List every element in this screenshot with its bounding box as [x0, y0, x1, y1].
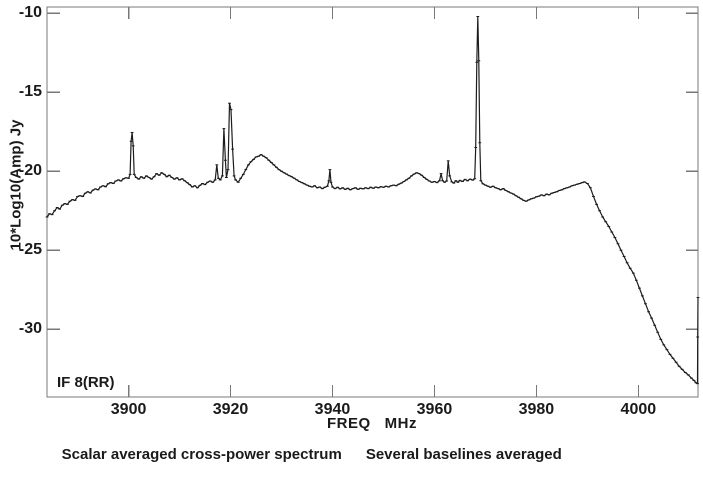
x-tick-label: 3920 — [212, 401, 249, 418]
y-axis-title: 10*Log10(Amp) Jy — [7, 119, 25, 251]
x-tick-label: 3940 — [314, 401, 351, 418]
y-tick-label: -30 — [18, 320, 42, 338]
x-tick-label: 4000 — [620, 401, 657, 418]
x-tick-label: 3980 — [518, 401, 555, 418]
spectrum-trace — [46, 15, 699, 385]
plot-canvas — [45, 6, 700, 398]
y-tick-label: -25 — [18, 241, 42, 259]
if-polarization-annotation: IF 8(RR) — [57, 374, 115, 391]
caption-spectrum-type: Scalar averaged cross-power spectrum — [61, 446, 342, 463]
figure-caption: Scalar averaged cross-power spectrum Seve… — [45, 429, 562, 480]
channel-markers — [45, 16, 700, 385]
plot-frame — [46, 6, 699, 398]
x-tick-label: 3900 — [110, 401, 147, 418]
y-tick-label: -10 — [18, 4, 42, 22]
caption-baselines: Several baselines averaged — [365, 446, 562, 463]
x-axis-title: FREQ MHz — [327, 415, 417, 432]
axis-ticks — [47, 7, 698, 397]
y-tick-label: -15 — [18, 83, 42, 101]
y-tick-label: -20 — [18, 162, 42, 180]
x-tick-label: 3960 — [416, 401, 453, 418]
spectrum-plot-figure: 10*Log10(Amp) Jy -10 -15 -20 -25 -30 3900 392… — [7, 4, 700, 463]
